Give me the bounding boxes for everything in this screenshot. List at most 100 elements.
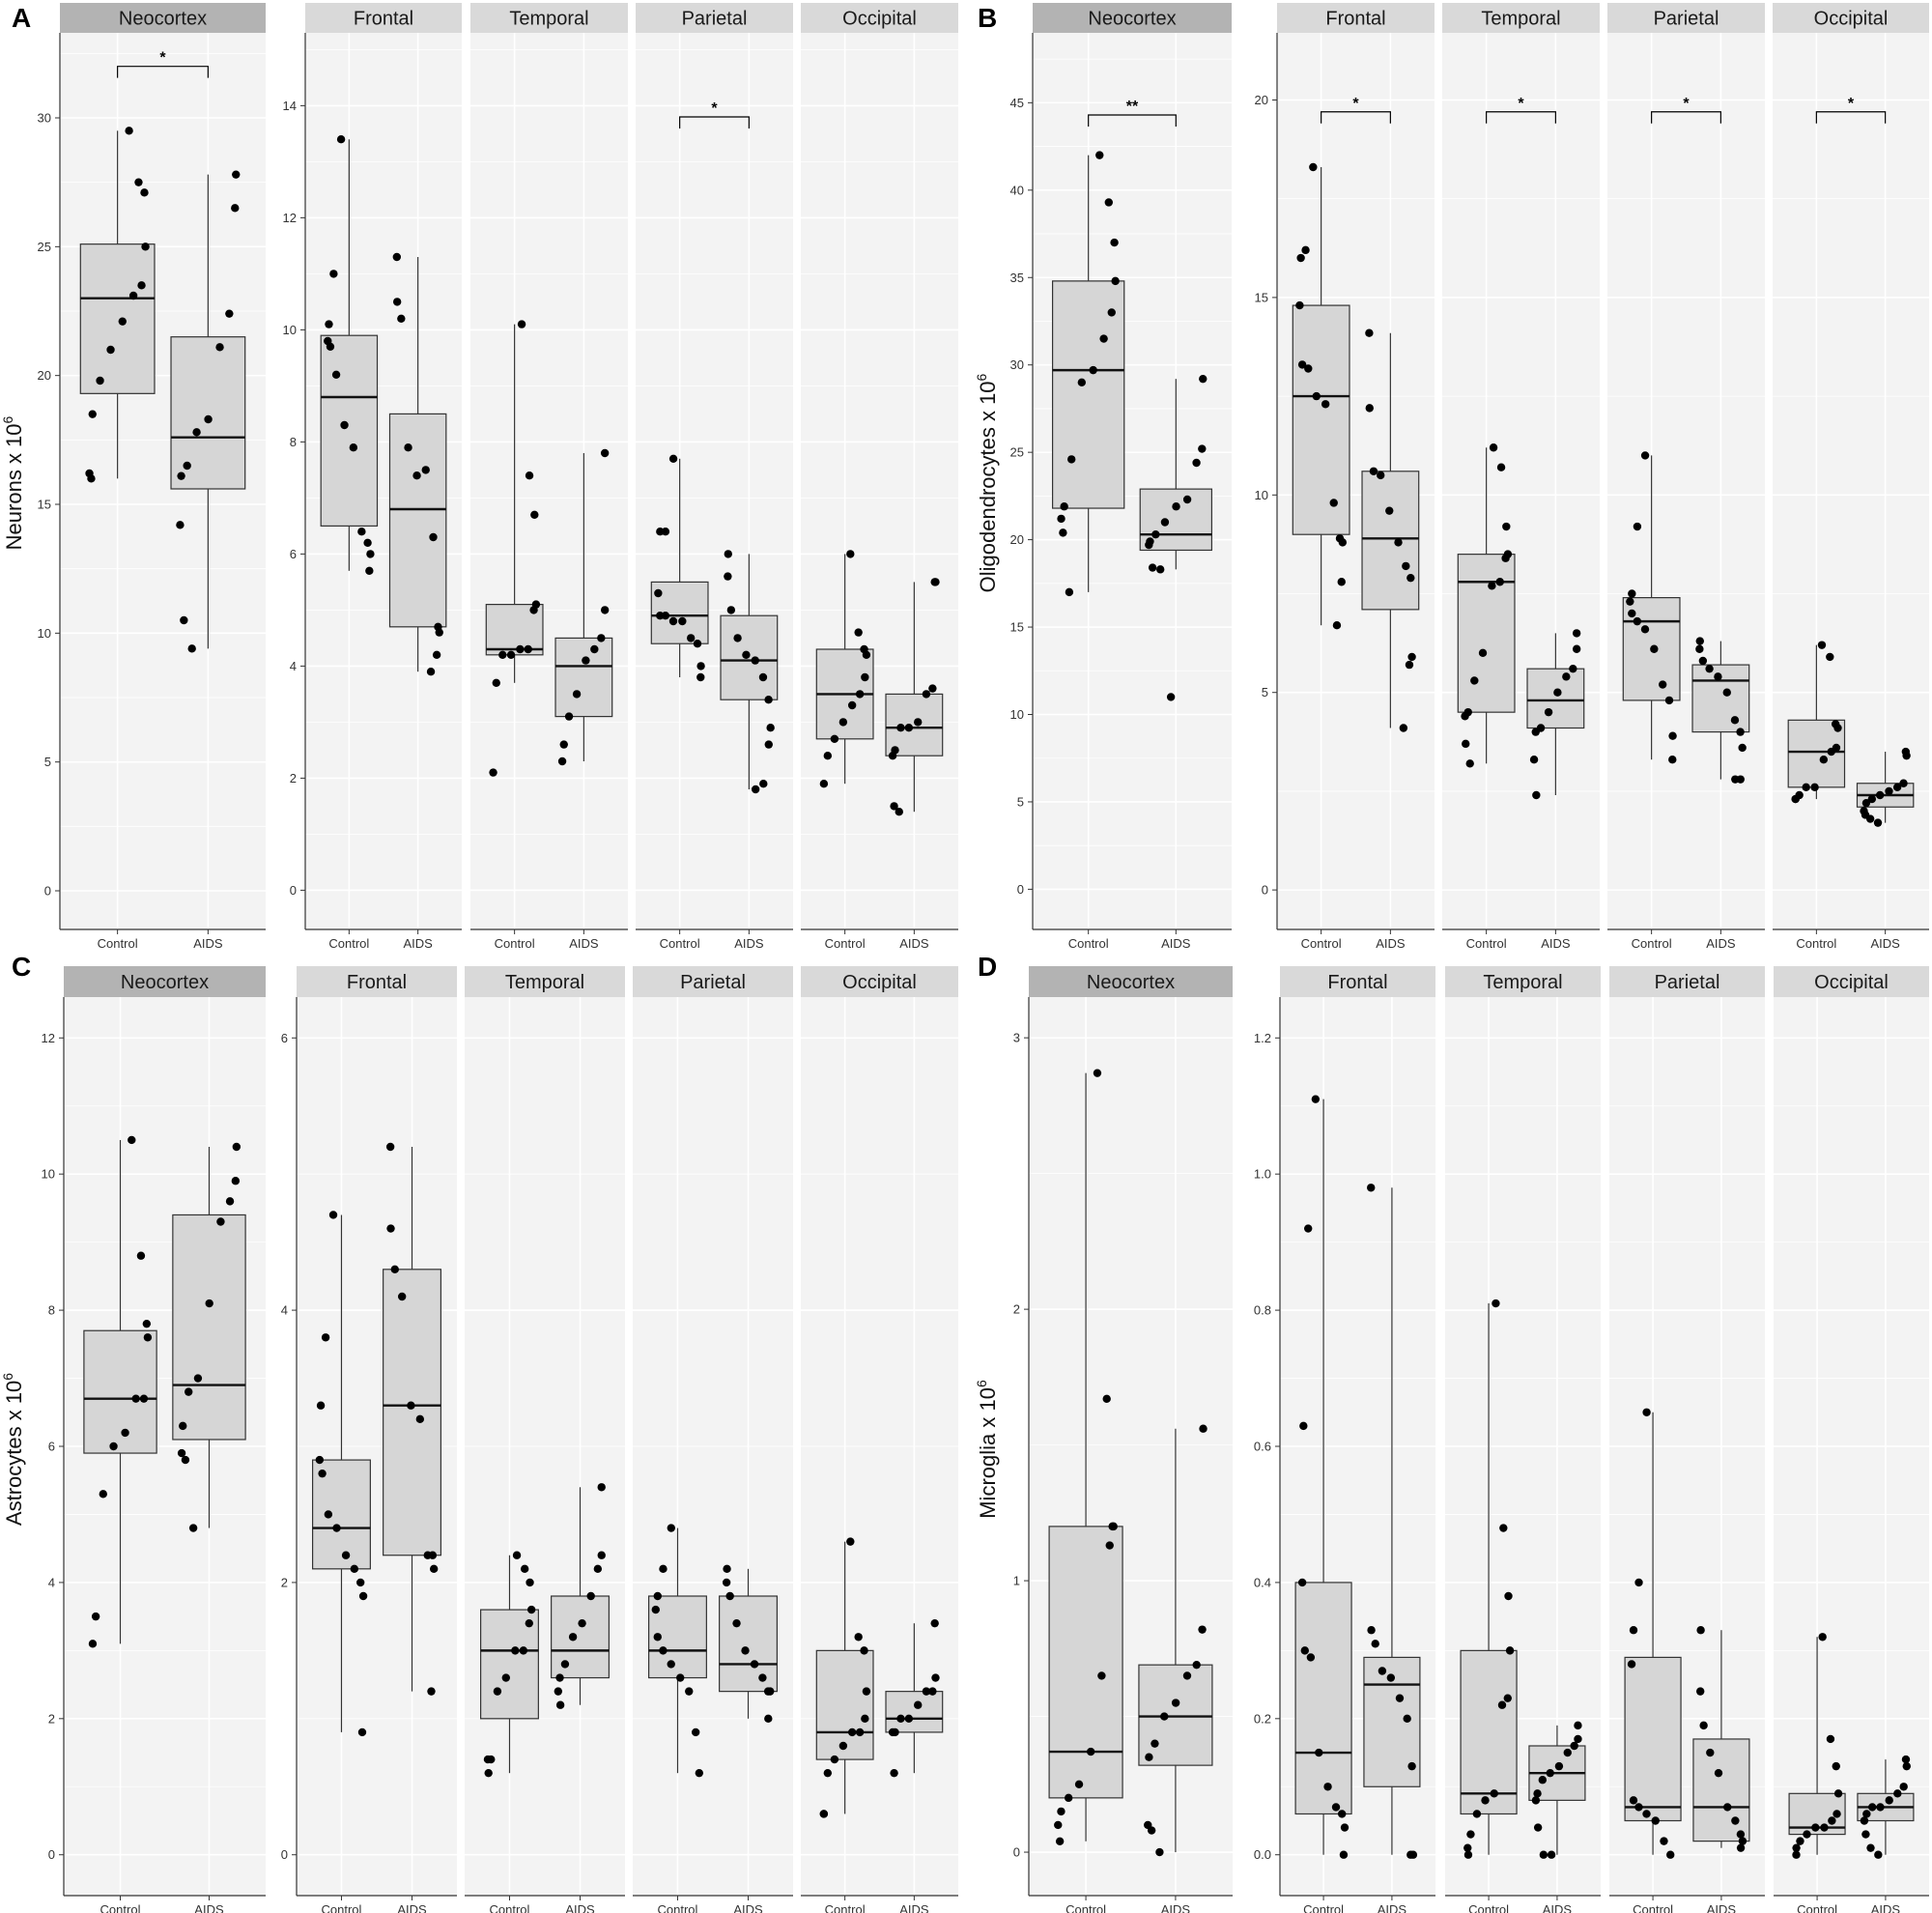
data-point — [1367, 1626, 1376, 1635]
data-point — [1057, 1807, 1065, 1816]
data-point — [1406, 1850, 1415, 1859]
data-point — [838, 1741, 848, 1751]
data-point — [412, 471, 421, 480]
data-point — [1077, 378, 1087, 386]
data-point — [390, 1265, 399, 1274]
y-tick-label: 25 — [1010, 445, 1024, 460]
x-tick-label: Control — [328, 936, 369, 951]
data-point — [1664, 696, 1674, 705]
data-point — [1627, 1660, 1636, 1669]
data-point — [1553, 688, 1562, 697]
facet-strip — [1280, 966, 1435, 997]
data-point — [1462, 739, 1470, 749]
box — [320, 334, 379, 528]
data-point — [1722, 688, 1731, 697]
data-point — [686, 634, 696, 642]
box — [1526, 668, 1585, 729]
bracket-line — [1815, 111, 1887, 124]
data-point — [555, 1673, 564, 1682]
data-point — [931, 578, 940, 586]
y-tick-label: 14 — [283, 99, 297, 113]
data-point — [656, 528, 665, 536]
series-control — [1292, 162, 1350, 630]
data-point — [1876, 1803, 1885, 1812]
facet-strip — [633, 966, 793, 997]
y-tick-label: 30 — [1010, 357, 1024, 372]
x-tick-label: Control — [1797, 1902, 1837, 1913]
data-point — [1820, 1823, 1829, 1832]
data-point — [1182, 495, 1192, 504]
data-point — [1827, 747, 1835, 757]
data-point — [1862, 1810, 1871, 1818]
box — [383, 1269, 442, 1556]
data-point — [1833, 724, 1842, 732]
data-point — [1315, 1748, 1323, 1757]
data-point — [1572, 629, 1581, 638]
data-point — [819, 780, 829, 788]
data-point — [1803, 1830, 1811, 1839]
y-tick-label: 0 — [44, 884, 51, 899]
data-point — [1299, 1421, 1308, 1431]
data-point — [1867, 1803, 1877, 1812]
data-point — [1329, 499, 1338, 507]
data-point — [1539, 1850, 1548, 1859]
x-tick-label: Control — [1632, 936, 1672, 951]
data-point — [1395, 1694, 1405, 1702]
data-point — [1064, 1793, 1073, 1803]
facet-strip — [1029, 966, 1233, 997]
data-point — [751, 656, 759, 665]
facet-neocortex: Neocortex * Control AIDS 0 5 10 15 20 25 30 — [38, 3, 266, 951]
data-point — [597, 1483, 606, 1492]
data-point — [695, 1768, 704, 1778]
data-point — [1634, 1578, 1643, 1587]
data-point — [1531, 1796, 1541, 1805]
data-point — [1633, 616, 1642, 626]
y-axis-title: Oligodendrocytes x 106 — [974, 373, 1000, 592]
box — [1457, 554, 1516, 713]
data-point — [1331, 1803, 1341, 1812]
data-point — [1860, 1816, 1869, 1825]
data-point — [597, 1551, 606, 1559]
facet-strip-label: Parietal — [1655, 972, 1720, 993]
series-aids — [1856, 747, 1915, 827]
data-point — [139, 1394, 149, 1403]
data-point — [1885, 1796, 1893, 1805]
significance-bracket: * — [1486, 96, 1556, 124]
y-axis-title-text: Microglia x 10 — [976, 1387, 1000, 1519]
data-point — [819, 1810, 828, 1818]
data-point — [1365, 328, 1374, 337]
series-control — [1460, 1299, 1518, 1859]
series-control — [1622, 451, 1681, 764]
facet-background — [470, 33, 628, 929]
data-point — [109, 1442, 118, 1451]
bracket-line — [1486, 111, 1556, 124]
data-point — [914, 718, 923, 727]
data-point — [1792, 1843, 1801, 1852]
facet-strip-label: Frontal — [1327, 972, 1387, 993]
series-aids — [388, 252, 447, 676]
series-aids — [719, 1564, 779, 1724]
data-point — [517, 320, 526, 328]
data-point — [1147, 1826, 1156, 1835]
data-point — [1892, 783, 1902, 792]
facet-strip — [1277, 3, 1435, 33]
data-point — [888, 1727, 897, 1737]
data-point — [185, 1387, 193, 1396]
data-point — [483, 1755, 493, 1764]
data-point — [397, 314, 406, 323]
data-point — [1295, 300, 1304, 310]
y-tick-label: 25 — [38, 240, 51, 254]
data-point — [1385, 506, 1394, 515]
data-point — [904, 1714, 914, 1724]
data-point — [1731, 1816, 1740, 1825]
data-point — [1819, 756, 1829, 764]
box — [554, 637, 613, 718]
box — [1624, 1656, 1682, 1822]
data-point — [931, 1673, 940, 1682]
data-point — [1731, 775, 1740, 784]
data-point — [529, 606, 538, 614]
y-tick-label: 12 — [42, 1031, 55, 1045]
series-aids — [1857, 1755, 1915, 1859]
box — [551, 1595, 611, 1679]
x-tick-label: Control — [1468, 1902, 1509, 1913]
